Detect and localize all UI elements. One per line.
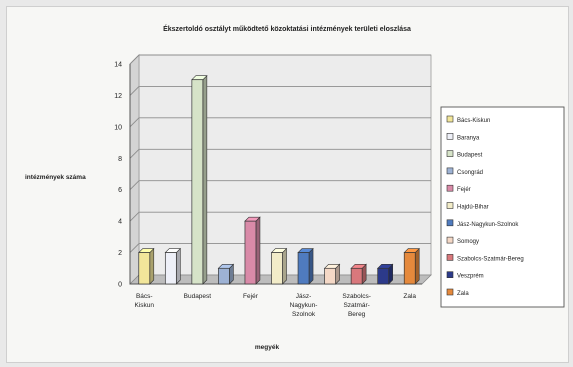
- legend-item: Budapest: [446, 150, 483, 159]
- y-gridline: [129, 117, 431, 128]
- y-tick-label: 12: [114, 93, 122, 100]
- legend-item: Szabolcs-Szatmár-Bereg: [446, 254, 524, 262]
- bar-4: [217, 263, 235, 285]
- legend-label: Szabolcs-Szatmár-Bereg: [457, 256, 524, 262]
- bar-2: [164, 247, 182, 285]
- legend-swatch: [446, 115, 454, 123]
- bar-11: [403, 247, 420, 285]
- bar-chart: Ékszertoldó osztályt működtető közoktatá…: [25, 24, 565, 351]
- bar-10: [376, 263, 394, 285]
- legend-label: Bács-Kiskun: [457, 118, 490, 124]
- bar-9: [350, 263, 367, 285]
- legend-swatch: [446, 167, 454, 175]
- legend: Bács-Kiskun Baranya Budapest Csongrád Fejér H…: [440, 106, 565, 308]
- y-gridline: [129, 54, 431, 65]
- legend-swatch: [446, 202, 454, 209]
- y-gridline: [129, 148, 431, 159]
- legend-label: Zala: [457, 291, 469, 297]
- plot-area: 0 2 4 6 8 10 12 14 Bács-Kiskun Budapest Fejér Jász-…: [114, 54, 432, 318]
- x-tick-label: Fejér: [243, 293, 259, 300]
- bar-6: [270, 247, 288, 285]
- legend-swatch: [446, 271, 454, 279]
- legend-item: Hajdú-Bihar: [446, 202, 489, 211]
- y-tick-label: 6: [118, 187, 122, 194]
- legend-item: Csongrád: [446, 167, 483, 176]
- plot-side-wall: [129, 54, 140, 285]
- legend-item: Zala: [446, 288, 469, 297]
- x-tick-label: Budapest: [184, 293, 212, 300]
- x-axis-label: megyék: [255, 344, 280, 351]
- y-tick-label: 10: [114, 124, 122, 131]
- y-tick-label: 4: [118, 219, 122, 226]
- y-gridline: [129, 211, 431, 222]
- legend-swatch: [446, 254, 454, 261]
- x-tick-label: Szabolcs-Szatmár-Bereg: [342, 293, 371, 318]
- bar-3: [191, 74, 208, 285]
- chart-title: Ékszertoldó osztályt működtető közoktatá…: [163, 24, 411, 33]
- legend-label: Baranya: [457, 135, 480, 141]
- legend-label: Budapest: [457, 153, 483, 159]
- x-tick-label: Bács-Kiskun: [135, 293, 155, 309]
- legend-swatch: [446, 150, 454, 157]
- legend-item: Somogy: [446, 236, 479, 245]
- legend-swatch: [446, 184, 454, 192]
- plot-back-wall: [138, 54, 432, 276]
- legend-label: Jász-Nagykun-Szolnok: [457, 222, 519, 228]
- bar-1: [138, 247, 155, 285]
- bar-7: [297, 247, 314, 285]
- chart-frame: Ékszertoldó osztályt működtető közoktatá…: [6, 6, 569, 363]
- y-gridline: [129, 180, 431, 191]
- y-gridline: [129, 243, 431, 253]
- y-tick-label: 2: [118, 250, 122, 257]
- bar-5: [244, 216, 261, 285]
- legend-item: Baranya: [446, 133, 480, 141]
- legend-box: [440, 106, 565, 308]
- legend-label: Hajdú-Bihar: [457, 205, 489, 211]
- legend-label: Veszprém: [457, 274, 484, 280]
- x-tick-label: Zala: [403, 293, 416, 300]
- legend-label: Csongrád: [457, 170, 483, 176]
- legend-label: Fejér: [457, 187, 471, 193]
- legend-swatch: [446, 133, 454, 140]
- y-tick-label: 8: [118, 156, 122, 163]
- bar-8: [323, 263, 341, 285]
- legend-swatch: [446, 288, 454, 296]
- legend-label: Somogy: [457, 239, 479, 245]
- legend-item: Bács-Kiskun: [446, 115, 490, 124]
- legend-swatch: [446, 219, 454, 227]
- y-gridline: [129, 85, 431, 96]
- y-tick-label: 14: [114, 62, 122, 69]
- legend-item: Jász-Nagykun-Szolnok: [446, 219, 519, 228]
- legend-swatch: [446, 236, 454, 244]
- y-axis-label: intézmények száma: [25, 174, 86, 181]
- x-tick-label: Jász-Nagykun-Szolnok: [290, 293, 318, 318]
- legend-item: Fejér: [446, 184, 471, 193]
- y-tick-label: 0: [118, 282, 122, 289]
- legend-item: Veszprém: [446, 271, 484, 280]
